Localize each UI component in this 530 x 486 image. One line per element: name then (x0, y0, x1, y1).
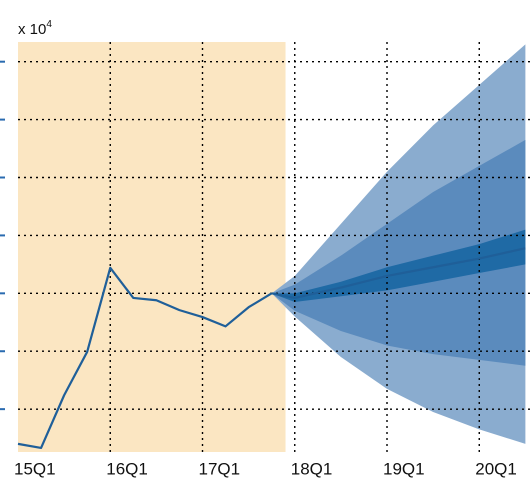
forecast-band (271, 229, 526, 303)
multiplier-base: x 10 (18, 21, 46, 38)
line (271, 247, 526, 300)
history-shade (18, 42, 286, 452)
x-tick-label: 16Q1 (106, 459, 148, 478)
x-tick-label: 17Q1 (199, 459, 241, 478)
x-tick-label: 18Q1 (291, 459, 333, 478)
x-tick-label: 20Q1 (475, 459, 517, 478)
x-tick-label: 19Q1 (383, 459, 425, 478)
line (17, 266, 273, 450)
x-tick-label: 15Q1 (14, 459, 56, 478)
forecast-band (271, 139, 526, 366)
multiplier-exponent: 4 (46, 19, 52, 30)
plot-area (0, 42, 530, 452)
y-multiplier: x 104 (18, 19, 52, 38)
